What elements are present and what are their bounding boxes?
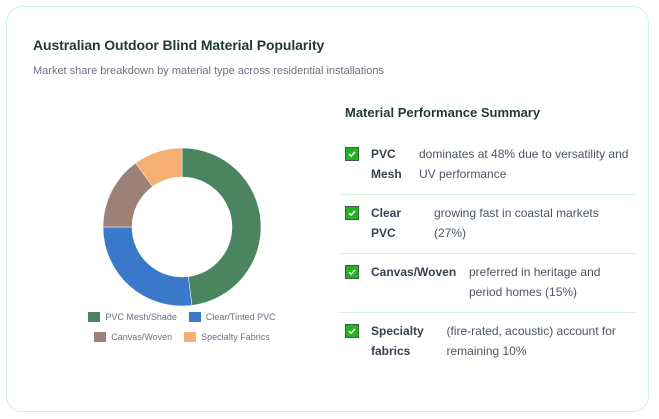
legend-swatch bbox=[88, 312, 101, 322]
legend-item-clear-pvc[interactable]: Clear/Tinted PVC bbox=[188, 312, 276, 322]
legend-label: Clear/Tinted PVC bbox=[205, 312, 276, 322]
summary-title: Material Performance Summary bbox=[345, 105, 541, 120]
legend-item-canvas[interactable]: Canvas/Woven bbox=[94, 332, 172, 342]
item-label: Canvas/Woven bbox=[371, 265, 457, 279]
summary-item: PVC Mesh dominates at 48% due to versatil… bbox=[339, 136, 635, 195]
summary-item: Canvas/Woven preferred in heritage and p… bbox=[339, 254, 635, 313]
item-description: preferred in heritage and period homes (… bbox=[469, 265, 601, 299]
checkbox-checked-icon bbox=[345, 206, 359, 220]
legend-item-specialty[interactable]: Specialty Fabrics bbox=[184, 332, 270, 342]
performance-summary: Material Performance Summary PVC Mesh dom… bbox=[339, 105, 635, 371]
checkbox-checked-icon bbox=[345, 324, 359, 338]
summary-item: Specialty fabrics (fire-rated, acoustic) … bbox=[339, 313, 635, 371]
donut-chart bbox=[102, 147, 262, 307]
legend-item-pvc-mesh[interactable]: PVC Mesh/Shade bbox=[88, 312, 177, 322]
item-description: dominates at 48% due to versatility and … bbox=[419, 147, 629, 181]
checkbox-checked-icon bbox=[345, 147, 359, 161]
item-label: Clear PVC bbox=[371, 206, 402, 240]
legend-label: Canvas/Woven bbox=[111, 332, 173, 342]
summary-item: Clear PVC growing fast in coastal markets… bbox=[339, 195, 635, 254]
chart-legend: PVC Mesh/Shade Clear/Tinted PVC Canvas/W… bbox=[67, 312, 297, 352]
page-subtitle: Market share breakdown by material type … bbox=[33, 65, 384, 77]
chart-card: Australian Outdoor Blind Material Popula… bbox=[6, 6, 649, 412]
donut-slice-specialty-fabrics[interactable] bbox=[135, 147, 183, 187]
legend-label: Specialty Fabrics bbox=[201, 332, 270, 342]
donut-slice-pvc-mesh-shade[interactable] bbox=[181, 147, 262, 306]
donut-chart-area: PVC Mesh/Shade Clear/Tinted PVC Canvas/W… bbox=[67, 137, 297, 357]
item-description: (fire-rated, acoustic) account for remai… bbox=[446, 324, 616, 358]
item-label: Specialty fabrics bbox=[371, 324, 424, 358]
legend-swatch bbox=[188, 312, 201, 322]
item-description: growing fast in coastal markets (27%) bbox=[434, 206, 599, 240]
legend-swatch bbox=[184, 332, 197, 342]
item-label: PVC Mesh bbox=[371, 147, 402, 181]
legend-label: PVC Mesh/Shade bbox=[105, 312, 177, 322]
legend-swatch bbox=[94, 332, 107, 342]
checkbox-checked-icon bbox=[345, 265, 359, 279]
donut-slice-clear-tinted-pvc[interactable] bbox=[102, 226, 193, 307]
page-title: Australian Outdoor Blind Material Popula… bbox=[33, 37, 325, 53]
